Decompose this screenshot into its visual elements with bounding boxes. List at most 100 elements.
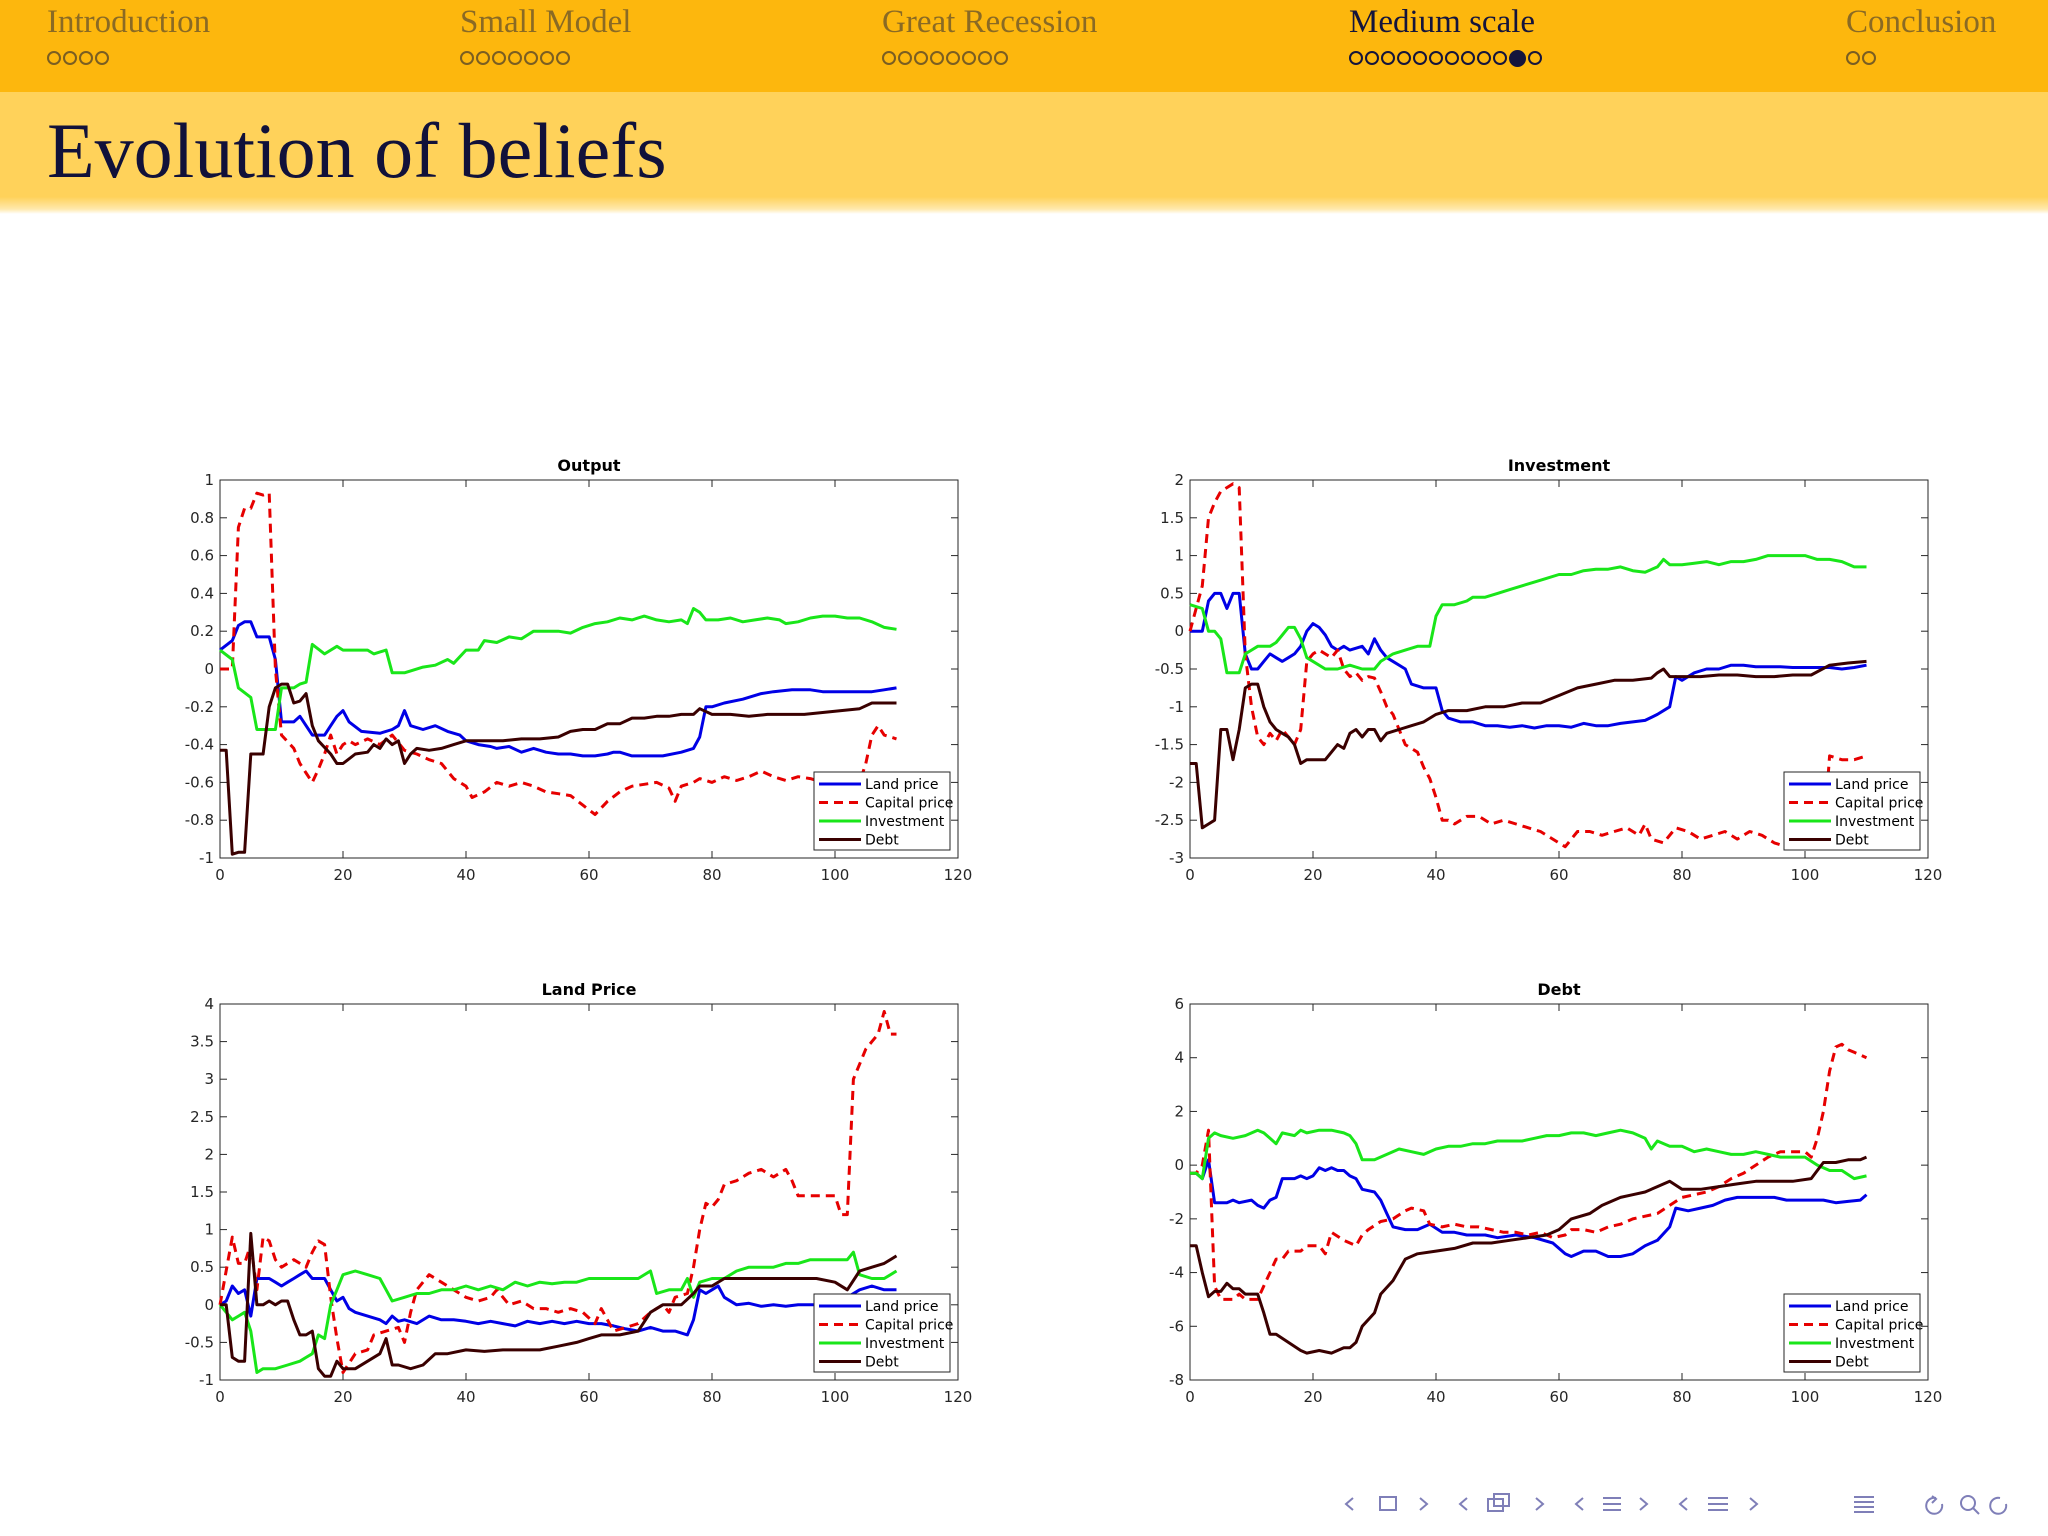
legend: Land price Capital price Investment Debt <box>813 771 953 851</box>
legend-entry: Land price <box>865 777 938 793</box>
frame-title: Evolution of beliefs <box>47 107 667 194</box>
nav-dot[interactable] <box>1862 51 1876 66</box>
nav-section-label[interactable]: Introduction <box>47 4 211 40</box>
nav-dot[interactable] <box>1477 51 1491 66</box>
previous-subsection-icon[interactable] <box>1574 1497 1584 1511</box>
search-icon[interactable] <box>1960 1495 1976 1511</box>
nav-section-label[interactable]: Small Model <box>460 4 632 40</box>
nav-slide-dots[interactable] <box>460 49 631 69</box>
nav-dot[interactable] <box>540 51 554 66</box>
slide-icon[interactable] <box>1379 1496 1397 1511</box>
y-tick-label: -0.5 <box>185 1333 214 1351</box>
nav-dot[interactable] <box>946 51 960 66</box>
nav-dot[interactable] <box>1349 51 1363 66</box>
y-tick-label: 0.5 <box>190 1258 214 1276</box>
nav-dot[interactable] <box>476 51 490 66</box>
nav-section-introduction[interactable]: Introduction <box>47 4 210 88</box>
y-tick-label: 3 <box>204 1070 214 1088</box>
x-tick-label: 60 <box>1549 1388 1568 1406</box>
nav-dot[interactable] <box>914 51 928 66</box>
nav-dot[interactable] <box>460 51 474 66</box>
x-tick-label: 80 <box>702 1388 721 1406</box>
series-line-debt <box>1190 659 1867 830</box>
nav-dot[interactable] <box>1381 51 1395 66</box>
y-tick-label: 6 <box>1174 995 1184 1013</box>
nav-dot-current[interactable] <box>1509 49 1526 67</box>
nav-dot[interactable] <box>1413 51 1427 66</box>
series-line-debt <box>220 1231 898 1378</box>
nav-dot[interactable] <box>962 51 976 66</box>
nav-dot[interactable] <box>492 51 506 66</box>
nav-dot[interactable] <box>508 51 522 66</box>
beamer-nav-symbols <box>1344 1493 2008 1515</box>
nav-dot[interactable] <box>994 51 1008 66</box>
nav-dot[interactable] <box>1846 51 1860 66</box>
series-line-investment <box>1189 554 1867 675</box>
previous-section-icon[interactable] <box>1678 1497 1688 1511</box>
nav-section-small-model[interactable]: Small Model <box>460 4 631 88</box>
series-line-capital-price <box>220 491 897 816</box>
previous-frame-icon[interactable] <box>1458 1497 1468 1511</box>
series-line-capital-price <box>218 1010 897 1374</box>
nav-dot[interactable] <box>1461 51 1475 66</box>
series-line-land-price <box>1190 1158 1868 1258</box>
series-line-capital-price <box>1190 1042 1868 1301</box>
nav-slide-dots[interactable] <box>47 49 210 69</box>
nav-dot[interactable] <box>1429 51 1443 66</box>
nav-dot[interactable] <box>930 51 944 66</box>
nav-dot[interactable] <box>1365 51 1379 66</box>
redo-icon[interactable] <box>1989 1496 2008 1515</box>
legend-entry: Capital price <box>1835 796 1923 812</box>
section-navigation-bar: Introduction Small Model Great Recession… <box>0 0 2048 92</box>
series-line-land-price <box>219 1269 897 1337</box>
next-section-icon[interactable] <box>1749 1497 1759 1511</box>
nav-slide-dots[interactable] <box>1349 49 1544 69</box>
series-line-debt <box>220 682 897 856</box>
y-tick-label: -8 <box>1169 1371 1184 1389</box>
y-tick-label: -6 <box>1169 1317 1184 1335</box>
nav-section-label[interactable]: Great Recession <box>882 4 1098 40</box>
nav-dot[interactable] <box>1397 51 1411 66</box>
undo-icon[interactable] <box>1925 1496 1944 1515</box>
x-tick-label: 0 <box>1185 866 1195 884</box>
nav-dot[interactable] <box>882 51 896 66</box>
nav-dot[interactable] <box>556 51 570 66</box>
nav-slide-dots[interactable] <box>1846 49 1996 69</box>
nav-dot[interactable] <box>95 51 109 66</box>
nav-dot[interactable] <box>63 51 77 66</box>
next-subsection-icon[interactable] <box>1639 1497 1649 1511</box>
previous-slide-icon[interactable] <box>1344 1497 1354 1511</box>
nav-dot[interactable] <box>1493 51 1507 66</box>
y-tick-label: 4 <box>204 995 214 1013</box>
series-group <box>1190 1042 1868 1355</box>
y-tick-label: 0 <box>204 1296 214 1314</box>
y-tick-label: -0.8 <box>185 811 214 829</box>
nav-slide-dots[interactable] <box>882 49 1097 69</box>
y-tick-label: -0.4 <box>185 736 214 754</box>
series-line-investment <box>218 1250 898 1374</box>
nav-section-conclusion[interactable]: Conclusion <box>1846 4 1996 88</box>
nav-dot[interactable] <box>1528 51 1542 66</box>
beamer-navigation-controls <box>1338 1488 2038 1524</box>
nav-dot[interactable] <box>978 51 992 66</box>
nav-dot[interactable] <box>1445 51 1459 66</box>
x-tick-label: 40 <box>1426 1388 1445 1406</box>
nav-section-great-recession[interactable]: Great Recession <box>882 4 1097 88</box>
x-tick-label: 60 <box>579 1388 598 1406</box>
next-slide-icon[interactable] <box>1419 1497 1429 1511</box>
nav-section-label[interactable]: Medium scale <box>1349 4 1536 40</box>
y-tick-label: 0 <box>204 660 214 678</box>
nav-section-medium-scale[interactable]: Medium scale <box>1349 4 1544 88</box>
x-tick-label: 120 <box>1914 866 1943 884</box>
y-tick-label: -1 <box>199 1371 214 1389</box>
nav-dot[interactable] <box>79 51 93 66</box>
legend-entry: Debt <box>865 1355 899 1371</box>
nav-section-label[interactable]: Conclusion <box>1846 4 1997 40</box>
legend-entry: Land price <box>865 1299 938 1315</box>
next-frame-icon[interactable] <box>1535 1497 1545 1511</box>
nav-dot[interactable] <box>524 51 538 66</box>
nav-dot[interactable] <box>47 51 61 66</box>
y-tick-label: 1.5 <box>1160 509 1184 527</box>
nav-dot[interactable] <box>898 51 912 66</box>
